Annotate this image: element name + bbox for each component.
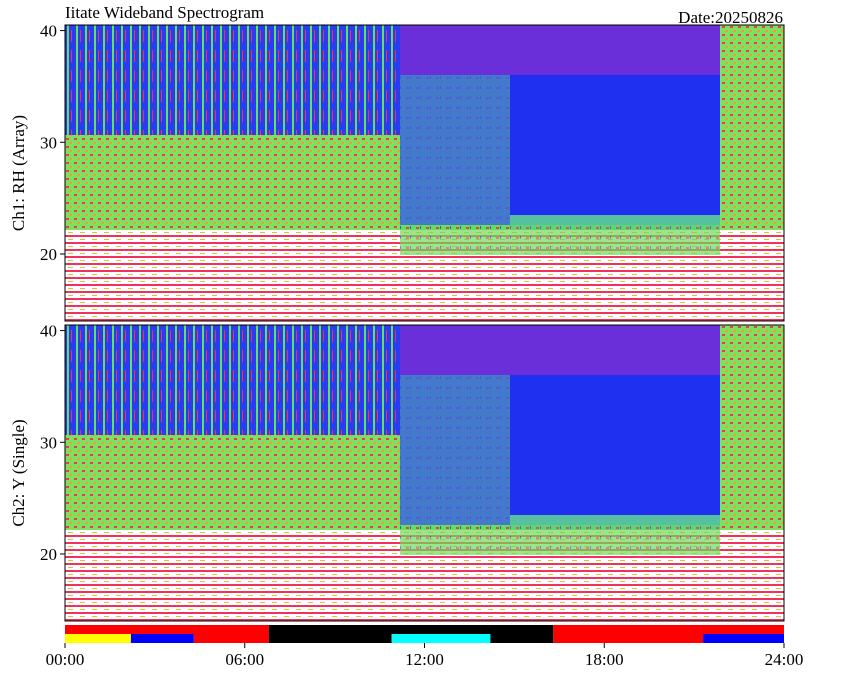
status-segment [65,625,269,634]
status-segment [391,634,491,643]
plot-frame [64,324,785,622]
status-segment [65,634,131,643]
x-tick-label: 24:00 [765,650,804,668]
chart-title: Iitate Wideband Spectrogram [65,3,264,22]
status-segment [193,634,269,643]
status-segment [703,634,784,643]
x-tick-label: 06:00 [225,650,264,668]
y-tick-label: 20 [40,545,57,564]
y-tick-label: 40 [40,22,57,41]
status-segment [130,634,194,643]
y-tick-label: 30 [40,133,57,152]
status-segment [268,625,554,634]
spectrogram-image [65,325,784,621]
x-tick-label: 00:00 [46,650,85,668]
x-tick-label: 12:00 [405,650,444,668]
y-tick-label: 30 [40,433,57,452]
spectrogram-image [65,25,784,321]
status-segment [490,634,554,643]
x-tick-label: 18:00 [585,650,624,668]
status-segment [268,634,392,643]
y-tick-label: 40 [40,322,57,341]
date-label: Date:20250826 [678,8,783,27]
y-axis-label: Ch1: RH (Array) [9,115,28,231]
status-segment [553,634,704,643]
status-segment [553,625,784,634]
plot-frame [64,24,785,322]
y-tick-label: 20 [40,245,57,264]
y-axis-label: Ch2: Y (Single) [9,419,28,526]
